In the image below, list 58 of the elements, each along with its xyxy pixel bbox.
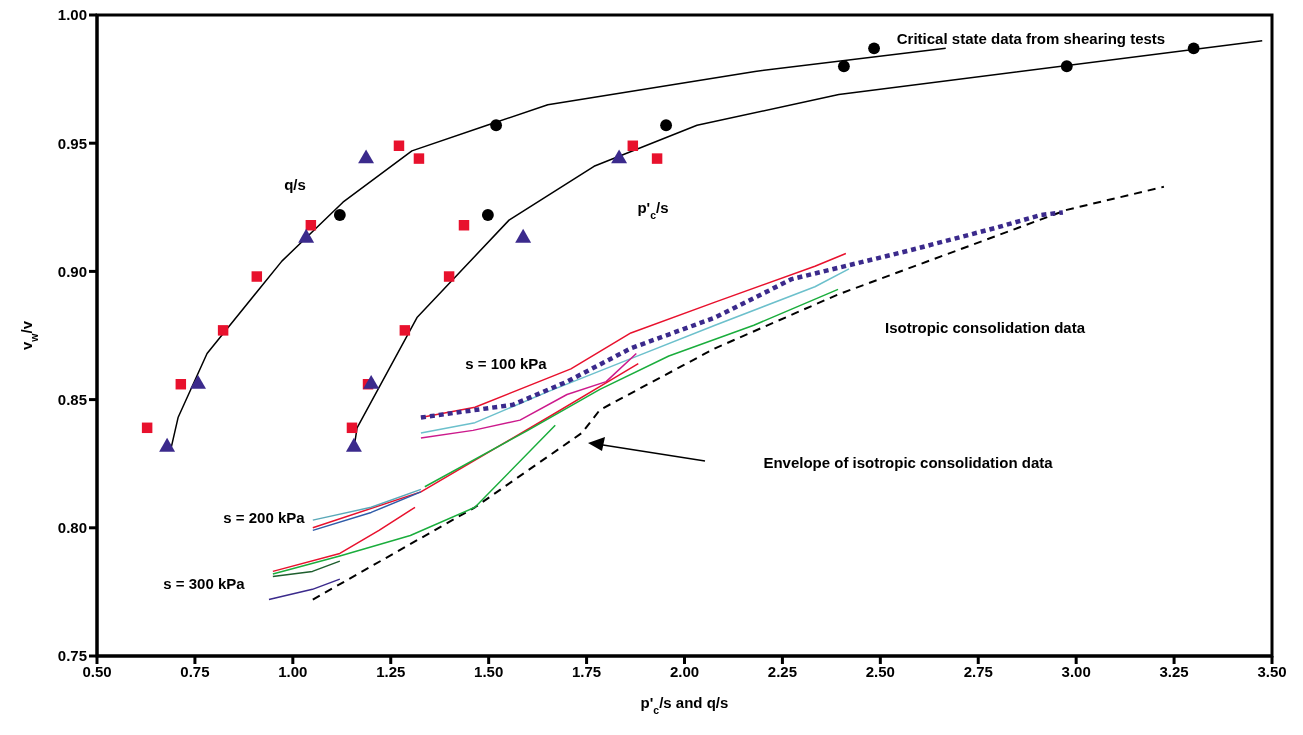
- point: [413, 153, 425, 164]
- point: [363, 375, 380, 389]
- point: [159, 437, 176, 452]
- x-tick-label: 1.50: [474, 662, 504, 680]
- point: [251, 271, 263, 282]
- point: [660, 119, 673, 132]
- annotation: Envelope of isotropic consolidation data: [763, 454, 1054, 471]
- y-tick-label: 0.95: [57, 134, 87, 152]
- x-tick-label: 1.00: [278, 662, 308, 680]
- point: [175, 378, 187, 390]
- line-series: [272, 424, 556, 575]
- line-series: [420, 352, 638, 439]
- point: [651, 153, 663, 164]
- x-tick-label: 3.50: [1257, 662, 1287, 680]
- y-tick-label: 1.00: [57, 6, 87, 24]
- x-tick-label: 0.50: [82, 662, 112, 680]
- point: [345, 437, 362, 452]
- annotation: s = 200 kPa: [223, 509, 306, 526]
- point: [141, 422, 153, 434]
- point: [333, 209, 346, 221]
- x-tick-label: 2.25: [767, 662, 798, 680]
- point: [346, 422, 358, 434]
- x-axis-title: p'$_{c}$/s and q/s: [640, 694, 729, 716]
- point: [627, 140, 639, 152]
- point: [305, 220, 317, 231]
- x-tick-label: 1.25: [376, 662, 406, 680]
- point: [458, 220, 470, 231]
- annotation: p'$_{c}$/s: [637, 199, 669, 221]
- line-series: [420, 268, 850, 434]
- annotation: Critical state data from shearing tests: [896, 30, 1166, 47]
- x-tick-label: 3.00: [1061, 662, 1091, 680]
- annotation: s = 300 kPa: [163, 575, 246, 592]
- x-tick-label: 2.00: [669, 662, 700, 680]
- point: [190, 375, 207, 389]
- point: [399, 325, 411, 336]
- line-series: [272, 506, 416, 573]
- annotation: q/s: [284, 176, 306, 193]
- point: [443, 271, 455, 282]
- point: [217, 325, 229, 336]
- point: [868, 42, 880, 55]
- y-tick-label: 0.90: [57, 262, 87, 280]
- x-tick-label: 3.25: [1159, 662, 1189, 680]
- point: [1060, 60, 1073, 73]
- x-tick-label: 0.75: [180, 662, 210, 680]
- annotation: Isotropic consolidation data: [884, 319, 1086, 336]
- x-tick-label: 2.50: [865, 662, 895, 680]
- point: [490, 119, 503, 132]
- annotation: s = 100 kPa: [465, 355, 548, 372]
- y-tick-label: 0.85: [57, 390, 87, 408]
- point: [393, 140, 405, 152]
- point: [481, 209, 494, 221]
- point: [837, 60, 850, 73]
- x-tick-label: 1.75: [571, 662, 602, 680]
- x-tick-label: 2.75: [963, 662, 993, 680]
- y-tick-label: 0.75: [57, 647, 87, 665]
- y-tick-label: 0.80: [57, 519, 87, 537]
- point: [1187, 42, 1200, 55]
- line-series: [311, 185, 1165, 601]
